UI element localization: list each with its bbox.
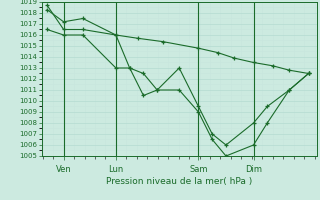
X-axis label: Pression niveau de la mer( hPa ): Pression niveau de la mer( hPa ) [106,177,252,186]
